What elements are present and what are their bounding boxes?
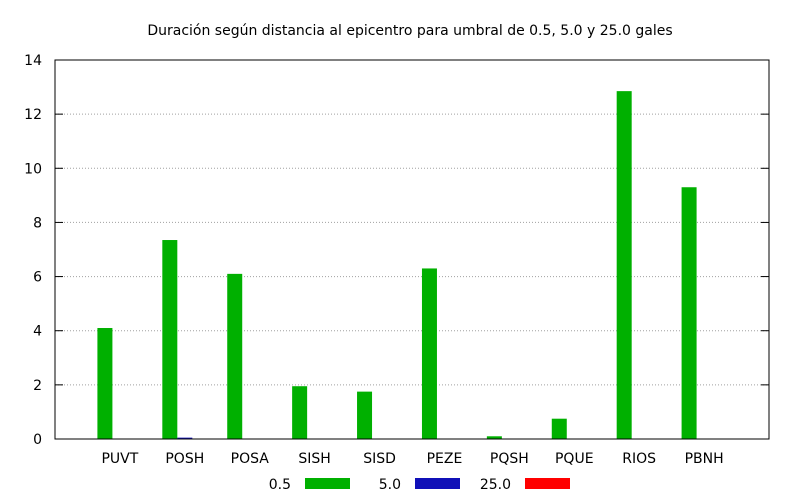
bar-series-0-sish (292, 386, 308, 439)
y-tick-label: 14 (24, 53, 42, 69)
chart-title: Duración según distancia al epicentro pa… (147, 23, 672, 39)
y-tick-label: 2 (33, 378, 42, 394)
x-tick-label: PEZE (427, 451, 463, 467)
x-tick-label: PQUE (555, 451, 594, 467)
legend-label: 0.5 (269, 477, 291, 493)
bar-series-0-posh (162, 240, 178, 439)
y-tick-label: 4 (33, 324, 42, 340)
y-tick-label: 0 (33, 432, 42, 448)
y-tick-label: 10 (24, 161, 42, 177)
bar-series-0-rios (616, 91, 632, 439)
bar-series-0-puvt (97, 328, 113, 439)
x-tick-label: POSH (165, 451, 204, 467)
y-tick-label: 8 (33, 215, 42, 231)
legend-swatch (415, 478, 460, 489)
bar-series-0-peze (421, 268, 437, 439)
bar-series-0-pque (551, 418, 567, 439)
x-tick-label: SISD (363, 451, 396, 467)
legend-label: 25.0 (480, 477, 511, 493)
bar-series-0-pqsh (486, 436, 502, 439)
bar-series-0-sisd (357, 391, 373, 439)
y-axis-ticks: 0 2 4 6 8 10 12 14 (24, 53, 769, 448)
plot-frame (54, 59, 770, 440)
bars (97, 91, 697, 439)
y-tick-label: 6 (33, 270, 42, 286)
legend-swatch (525, 478, 570, 489)
bar-series-0-posa (227, 273, 243, 439)
legend-label: 5.0 (379, 477, 401, 493)
x-tick-label: RIOS (622, 451, 656, 467)
x-tick-label: PUVT (101, 451, 138, 467)
legend-swatch (305, 478, 350, 489)
grid-lines (55, 113, 769, 386)
bar-series-1-posh (177, 437, 193, 439)
legend: 0.5 5.0 25.0 (269, 477, 570, 493)
x-tick-label: PBNH (685, 451, 724, 467)
y-tick-label: 12 (24, 107, 42, 123)
x-tick-label: PQSH (490, 451, 529, 467)
bar-series-0-pbnh (681, 187, 697, 439)
x-tick-label: SISH (298, 451, 330, 467)
x-tick-label: POSA (231, 451, 270, 467)
x-axis-ticks: PUVT POSH POSA SISH SISD PEZE PQSH PQUE RIOS PBNH (101, 451, 723, 467)
